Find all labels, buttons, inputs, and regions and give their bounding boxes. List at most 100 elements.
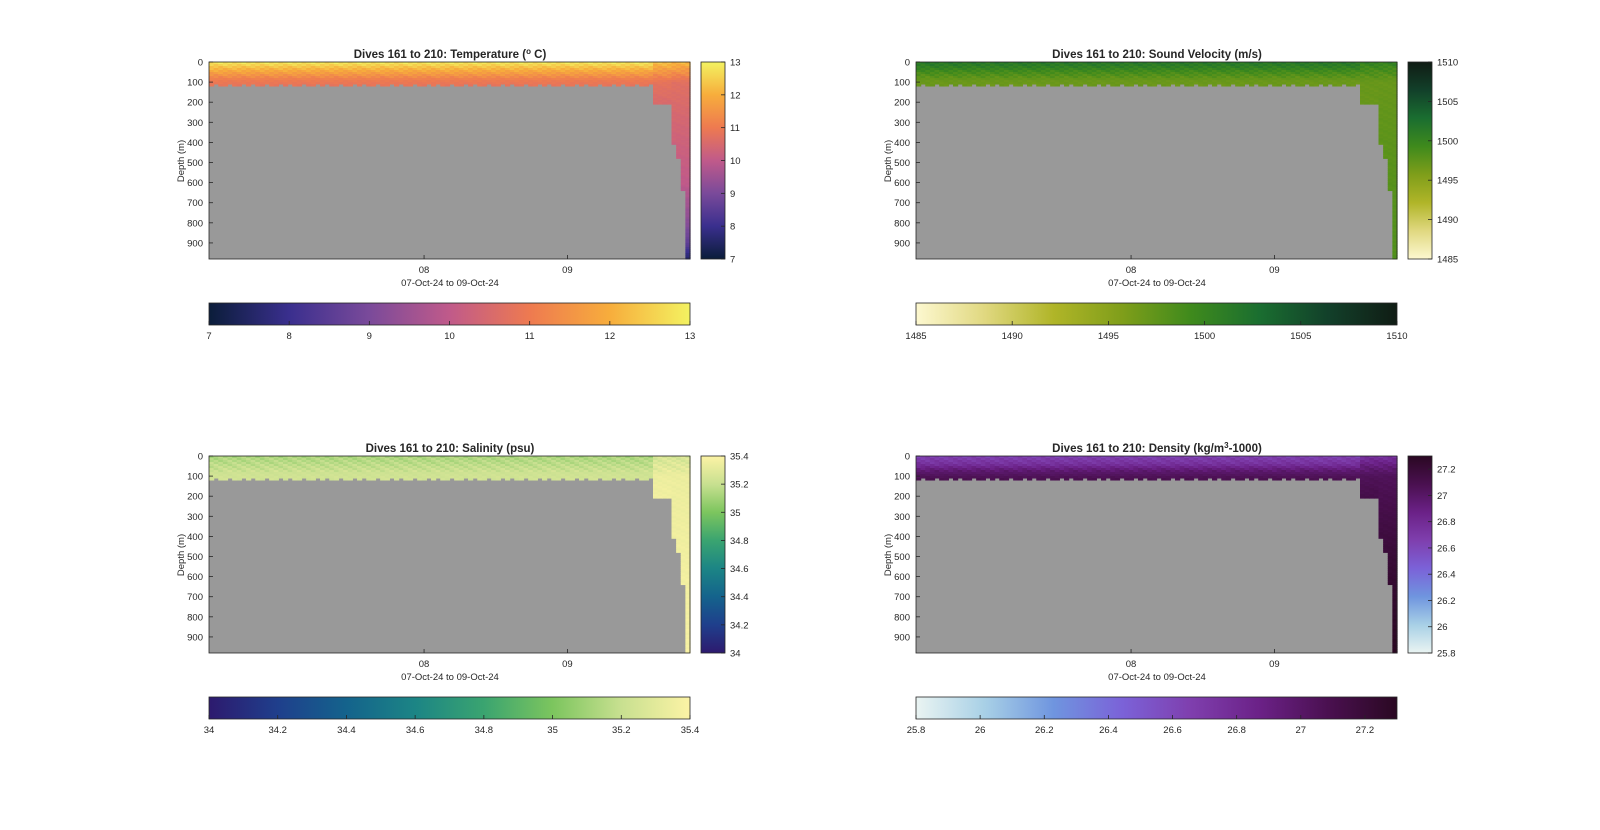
sound_velocity-cell bbox=[1258, 80, 1264, 83]
density-cell bbox=[929, 456, 936, 459]
temperature-cell bbox=[597, 68, 603, 71]
salinity-cell bbox=[306, 470, 312, 473]
temperature-cell bbox=[555, 82, 562, 85]
sound_velocity-cell bbox=[1110, 72, 1116, 75]
sound_velocity-cell bbox=[1119, 68, 1125, 71]
temperature-cell bbox=[509, 70, 515, 73]
salinity-cell bbox=[431, 478, 437, 481]
salinity-cell bbox=[629, 476, 636, 479]
sound_velocity-cell bbox=[1346, 76, 1352, 79]
salinity-cell bbox=[236, 458, 242, 461]
salinity-cell bbox=[352, 466, 358, 469]
salinity-cell bbox=[287, 456, 293, 459]
sound_velocity-cell bbox=[948, 68, 954, 71]
sound_velocity-cell bbox=[1017, 78, 1023, 81]
temperature-cell bbox=[209, 76, 215, 79]
temperature-cell bbox=[347, 64, 353, 67]
temperature-cell bbox=[463, 76, 469, 79]
temperature-cell bbox=[407, 74, 414, 77]
sound_velocity-cell bbox=[1369, 102, 1375, 105]
sound_velocity-cell bbox=[1378, 112, 1384, 115]
temperature-cell bbox=[375, 80, 381, 83]
sound_velocity-cell bbox=[1323, 62, 1329, 65]
salinity-cell bbox=[250, 470, 256, 473]
salinity-cell bbox=[370, 464, 377, 467]
salinity-cell bbox=[232, 460, 238, 463]
salinity-cell bbox=[579, 468, 585, 471]
sound_velocity-cell bbox=[966, 62, 973, 65]
sound_velocity-cell bbox=[1027, 78, 1033, 81]
temperature-cell bbox=[676, 120, 682, 123]
sound_velocity-cell bbox=[1387, 132, 1393, 135]
sound_velocity-cell bbox=[1392, 76, 1398, 79]
sound_velocity-cell bbox=[1387, 178, 1393, 181]
temperature-cell bbox=[514, 84, 520, 87]
density-cell bbox=[1077, 460, 1084, 463]
sound_velocity-cell bbox=[1336, 74, 1343, 77]
salinity-cell bbox=[296, 470, 303, 473]
temperature-cell bbox=[565, 82, 571, 85]
temperature-cell bbox=[421, 72, 427, 75]
salinity-cell bbox=[565, 478, 571, 481]
density-cell bbox=[1008, 458, 1014, 461]
density-cell bbox=[1036, 462, 1042, 465]
temperature-cell bbox=[375, 68, 381, 71]
temperature-cell bbox=[634, 62, 640, 65]
sound_velocity-cell bbox=[925, 70, 931, 73]
sound_velocity-cell bbox=[1198, 72, 1204, 75]
density-cell bbox=[1050, 470, 1056, 473]
sound_velocity-cell bbox=[1383, 154, 1389, 157]
sound_velocity-cell bbox=[1383, 140, 1389, 143]
sound_velocity-cell bbox=[1207, 80, 1213, 83]
salinity-cell bbox=[588, 472, 594, 475]
sound_velocity-cell bbox=[1299, 80, 1306, 83]
density-cell bbox=[939, 474, 945, 477]
sound_velocity-cell bbox=[1124, 62, 1130, 65]
salinity-cell bbox=[449, 470, 455, 473]
temperature-cell bbox=[329, 84, 335, 87]
temperature-cell bbox=[551, 76, 557, 79]
temperature-cell bbox=[209, 78, 215, 81]
salinity-cell bbox=[518, 466, 525, 469]
temperature-cell bbox=[329, 80, 335, 83]
sound_velocity-cell bbox=[1332, 62, 1338, 65]
sound_velocity-cell bbox=[1383, 146, 1389, 149]
salinity-cell bbox=[676, 502, 682, 505]
salinity-cell bbox=[680, 548, 686, 551]
sound_velocity-cell bbox=[948, 66, 954, 69]
salinity-cell bbox=[565, 468, 571, 471]
salinity-cell bbox=[639, 472, 645, 475]
sound_velocity-cell bbox=[1017, 62, 1023, 65]
sound_velocity-cell bbox=[1392, 166, 1398, 169]
temperature-cell bbox=[486, 66, 492, 69]
sound_velocity-cell bbox=[1022, 64, 1028, 67]
temperature-cell bbox=[676, 92, 682, 95]
sound_velocity-cell bbox=[1184, 84, 1190, 87]
sound_velocity-cell bbox=[1383, 114, 1389, 117]
salinity-cell bbox=[250, 456, 256, 459]
sound_velocity-cell bbox=[1013, 68, 1019, 71]
sound_velocity-cell bbox=[1364, 98, 1370, 101]
temperature-cell bbox=[685, 148, 691, 151]
density-cell bbox=[1040, 472, 1047, 475]
salinity-cell bbox=[546, 458, 552, 461]
salinity-cell bbox=[662, 464, 668, 467]
sound_velocity-cell bbox=[939, 72, 945, 75]
sound_velocity-cell bbox=[1392, 120, 1398, 123]
density-cell bbox=[1022, 476, 1028, 479]
density-cell bbox=[1073, 472, 1079, 475]
density-cell bbox=[1054, 458, 1060, 461]
sound_velocity-cell bbox=[1096, 76, 1102, 79]
temperature-cell bbox=[509, 64, 515, 67]
salinity-cell bbox=[500, 472, 506, 475]
temperature-cell bbox=[592, 64, 599, 67]
temperature-cell bbox=[579, 70, 585, 73]
salinity-cell bbox=[583, 472, 589, 475]
salinity-cell bbox=[676, 546, 682, 549]
sound_velocity-cell bbox=[966, 68, 973, 71]
density-cell bbox=[1045, 458, 1051, 461]
sound_velocity-cell bbox=[943, 70, 949, 73]
salinity-cell bbox=[347, 470, 353, 473]
salinity-cell bbox=[264, 466, 270, 469]
